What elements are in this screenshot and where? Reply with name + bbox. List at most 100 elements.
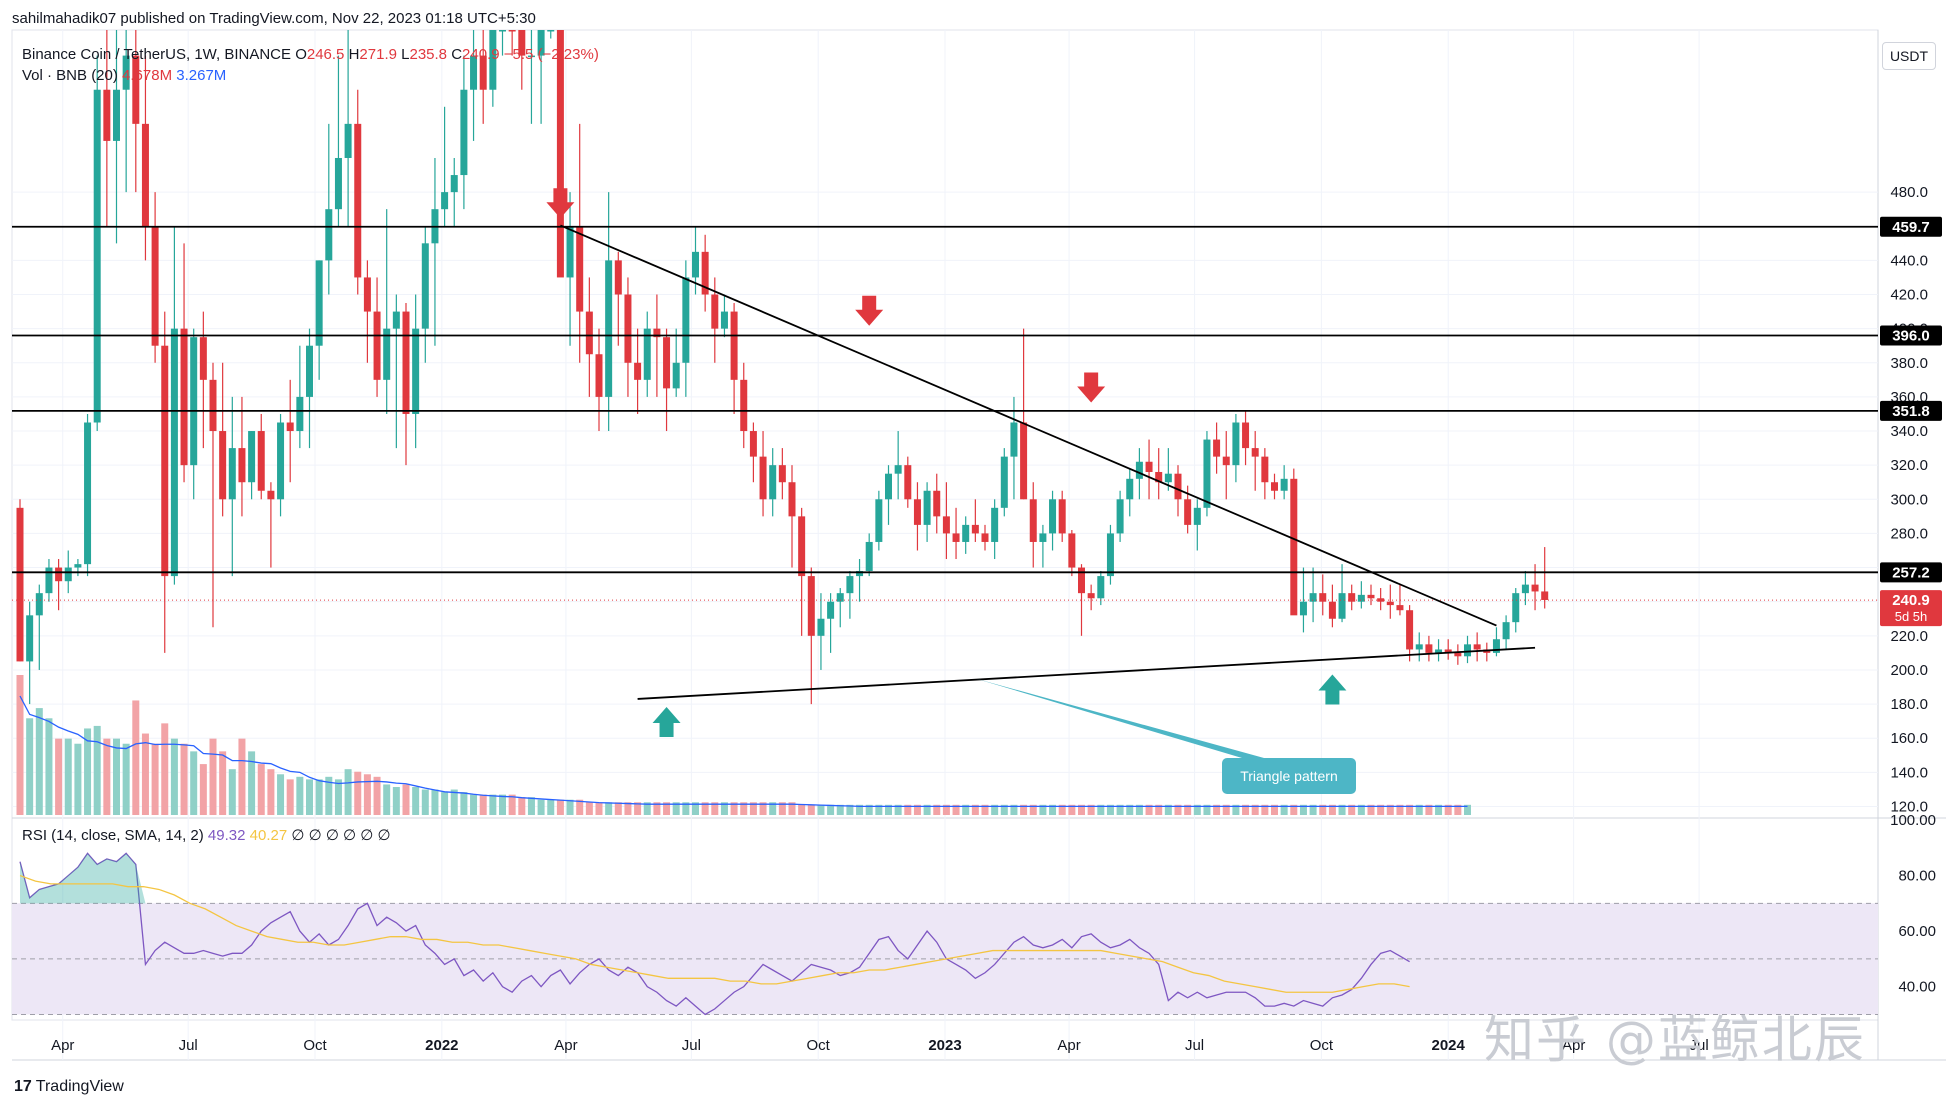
volume-bar — [894, 804, 902, 815]
volume-bar — [788, 802, 796, 815]
price-tick-label: 480.0 — [1890, 184, 1928, 201]
volume-bar — [1406, 804, 1414, 815]
volume-bar — [769, 802, 777, 815]
candle-body — [1261, 456, 1269, 483]
volume-bar — [499, 794, 506, 815]
candle-body — [460, 89, 468, 176]
volume-bar — [479, 794, 487, 815]
volume-bar — [1087, 804, 1095, 815]
candle-body — [1068, 533, 1076, 568]
candle-body — [1348, 593, 1356, 602]
tradingview-logo-text: TradingView — [35, 1078, 124, 1095]
volume-bar — [1049, 804, 1057, 815]
candle-body — [1213, 439, 1221, 457]
price-tick-label: 280.0 — [1890, 525, 1928, 542]
candle-body — [1097, 576, 1105, 599]
candle-body — [1135, 461, 1143, 479]
volume-bar — [306, 779, 313, 815]
volume-bar — [962, 804, 970, 815]
candle-body — [537, 30, 545, 56]
candle-body — [875, 499, 883, 542]
candle-body — [759, 456, 767, 500]
candle-body — [952, 533, 960, 542]
candle-body — [499, 30, 506, 32]
symbol-title[interactable]: Binance Coin / TetherUS, 1W, BINANCE — [22, 46, 292, 63]
volume-ma-line — [19, 695, 1468, 807]
volume-bar — [93, 725, 101, 815]
candle-body — [1415, 644, 1423, 650]
volume-bar — [836, 804, 844, 815]
volume-bar — [624, 802, 632, 815]
price-pane — [16, 30, 1549, 705]
candle-body — [1464, 644, 1471, 657]
candle-body — [441, 192, 449, 210]
volume-bar — [334, 779, 342, 815]
volume-bar — [798, 804, 806, 815]
candle-body — [643, 328, 651, 380]
volume-bar — [653, 802, 661, 815]
volume-bar — [1377, 804, 1385, 815]
candle-body — [1435, 649, 1443, 653]
candle-body — [846, 576, 854, 594]
price-tick-label: 140.0 — [1890, 764, 1928, 781]
candle-body — [1521, 584, 1529, 594]
candle-body — [151, 226, 159, 346]
candle-body — [1251, 448, 1259, 457]
candle-body — [450, 175, 458, 193]
candle-body — [1145, 461, 1153, 472]
volume-bar — [643, 802, 651, 815]
published-info: sahilmahadik07 published on TradingView.… — [12, 10, 536, 27]
candle-body — [228, 448, 236, 500]
candle-body — [692, 251, 699, 278]
volume-bar — [585, 802, 593, 815]
volume-bar — [1299, 804, 1307, 815]
candle-body — [1541, 591, 1549, 600]
currency-button[interactable]: USDT — [1882, 42, 1936, 70]
candle-body — [412, 328, 420, 414]
high-label: H — [348, 46, 360, 63]
volume-bar — [1348, 804, 1356, 815]
candle-body — [942, 516, 950, 534]
volume-bar — [180, 743, 188, 815]
candle-body — [778, 465, 786, 483]
rsi-label[interactable]: RSI (14, close, SMA, 14, 2) — [22, 827, 204, 844]
volume-label[interactable]: Vol · BNB (20) — [22, 67, 118, 84]
open-label: O — [295, 46, 307, 63]
candle-body — [605, 260, 613, 397]
candle-body — [315, 260, 323, 346]
candle-body — [1406, 610, 1414, 650]
candle-body — [962, 524, 970, 542]
volume-bar — [682, 802, 690, 815]
candle-body — [1106, 533, 1114, 577]
volume-bar — [402, 784, 410, 815]
volume-bar — [1222, 804, 1230, 815]
volume-bar — [1174, 804, 1182, 815]
candle-body — [1203, 439, 1211, 508]
volume-bar — [942, 804, 950, 815]
rsi-value: 49.32 — [207, 827, 246, 844]
candle-body — [1357, 594, 1365, 602]
rsi-ma-line — [19, 874, 1410, 993]
level-price-label — [1880, 216, 1942, 237]
candle-body — [1242, 422, 1250, 449]
candle-body — [334, 157, 342, 210]
arrow-down-icon — [855, 295, 884, 326]
candle-body — [373, 311, 381, 380]
candle-body — [740, 379, 748, 432]
candle-body — [354, 123, 362, 278]
candle-body — [720, 311, 728, 329]
volume-bar — [672, 802, 680, 815]
volume-bar — [421, 789, 429, 815]
volume-bar — [383, 784, 391, 815]
volume-bar — [1184, 804, 1192, 815]
volume-bar — [450, 789, 458, 815]
volume-bar — [1203, 804, 1211, 815]
candle-body — [257, 431, 265, 491]
tradingview-logo[interactable]: 17 TradingView — [14, 1078, 124, 1096]
volume-bar — [1386, 804, 1394, 815]
low-label: L — [401, 46, 410, 63]
tradingview-mark-icon: 17 — [14, 1078, 32, 1095]
candle-body — [1367, 594, 1375, 599]
candle-body — [1010, 422, 1018, 457]
volume-bar — [1097, 804, 1105, 815]
